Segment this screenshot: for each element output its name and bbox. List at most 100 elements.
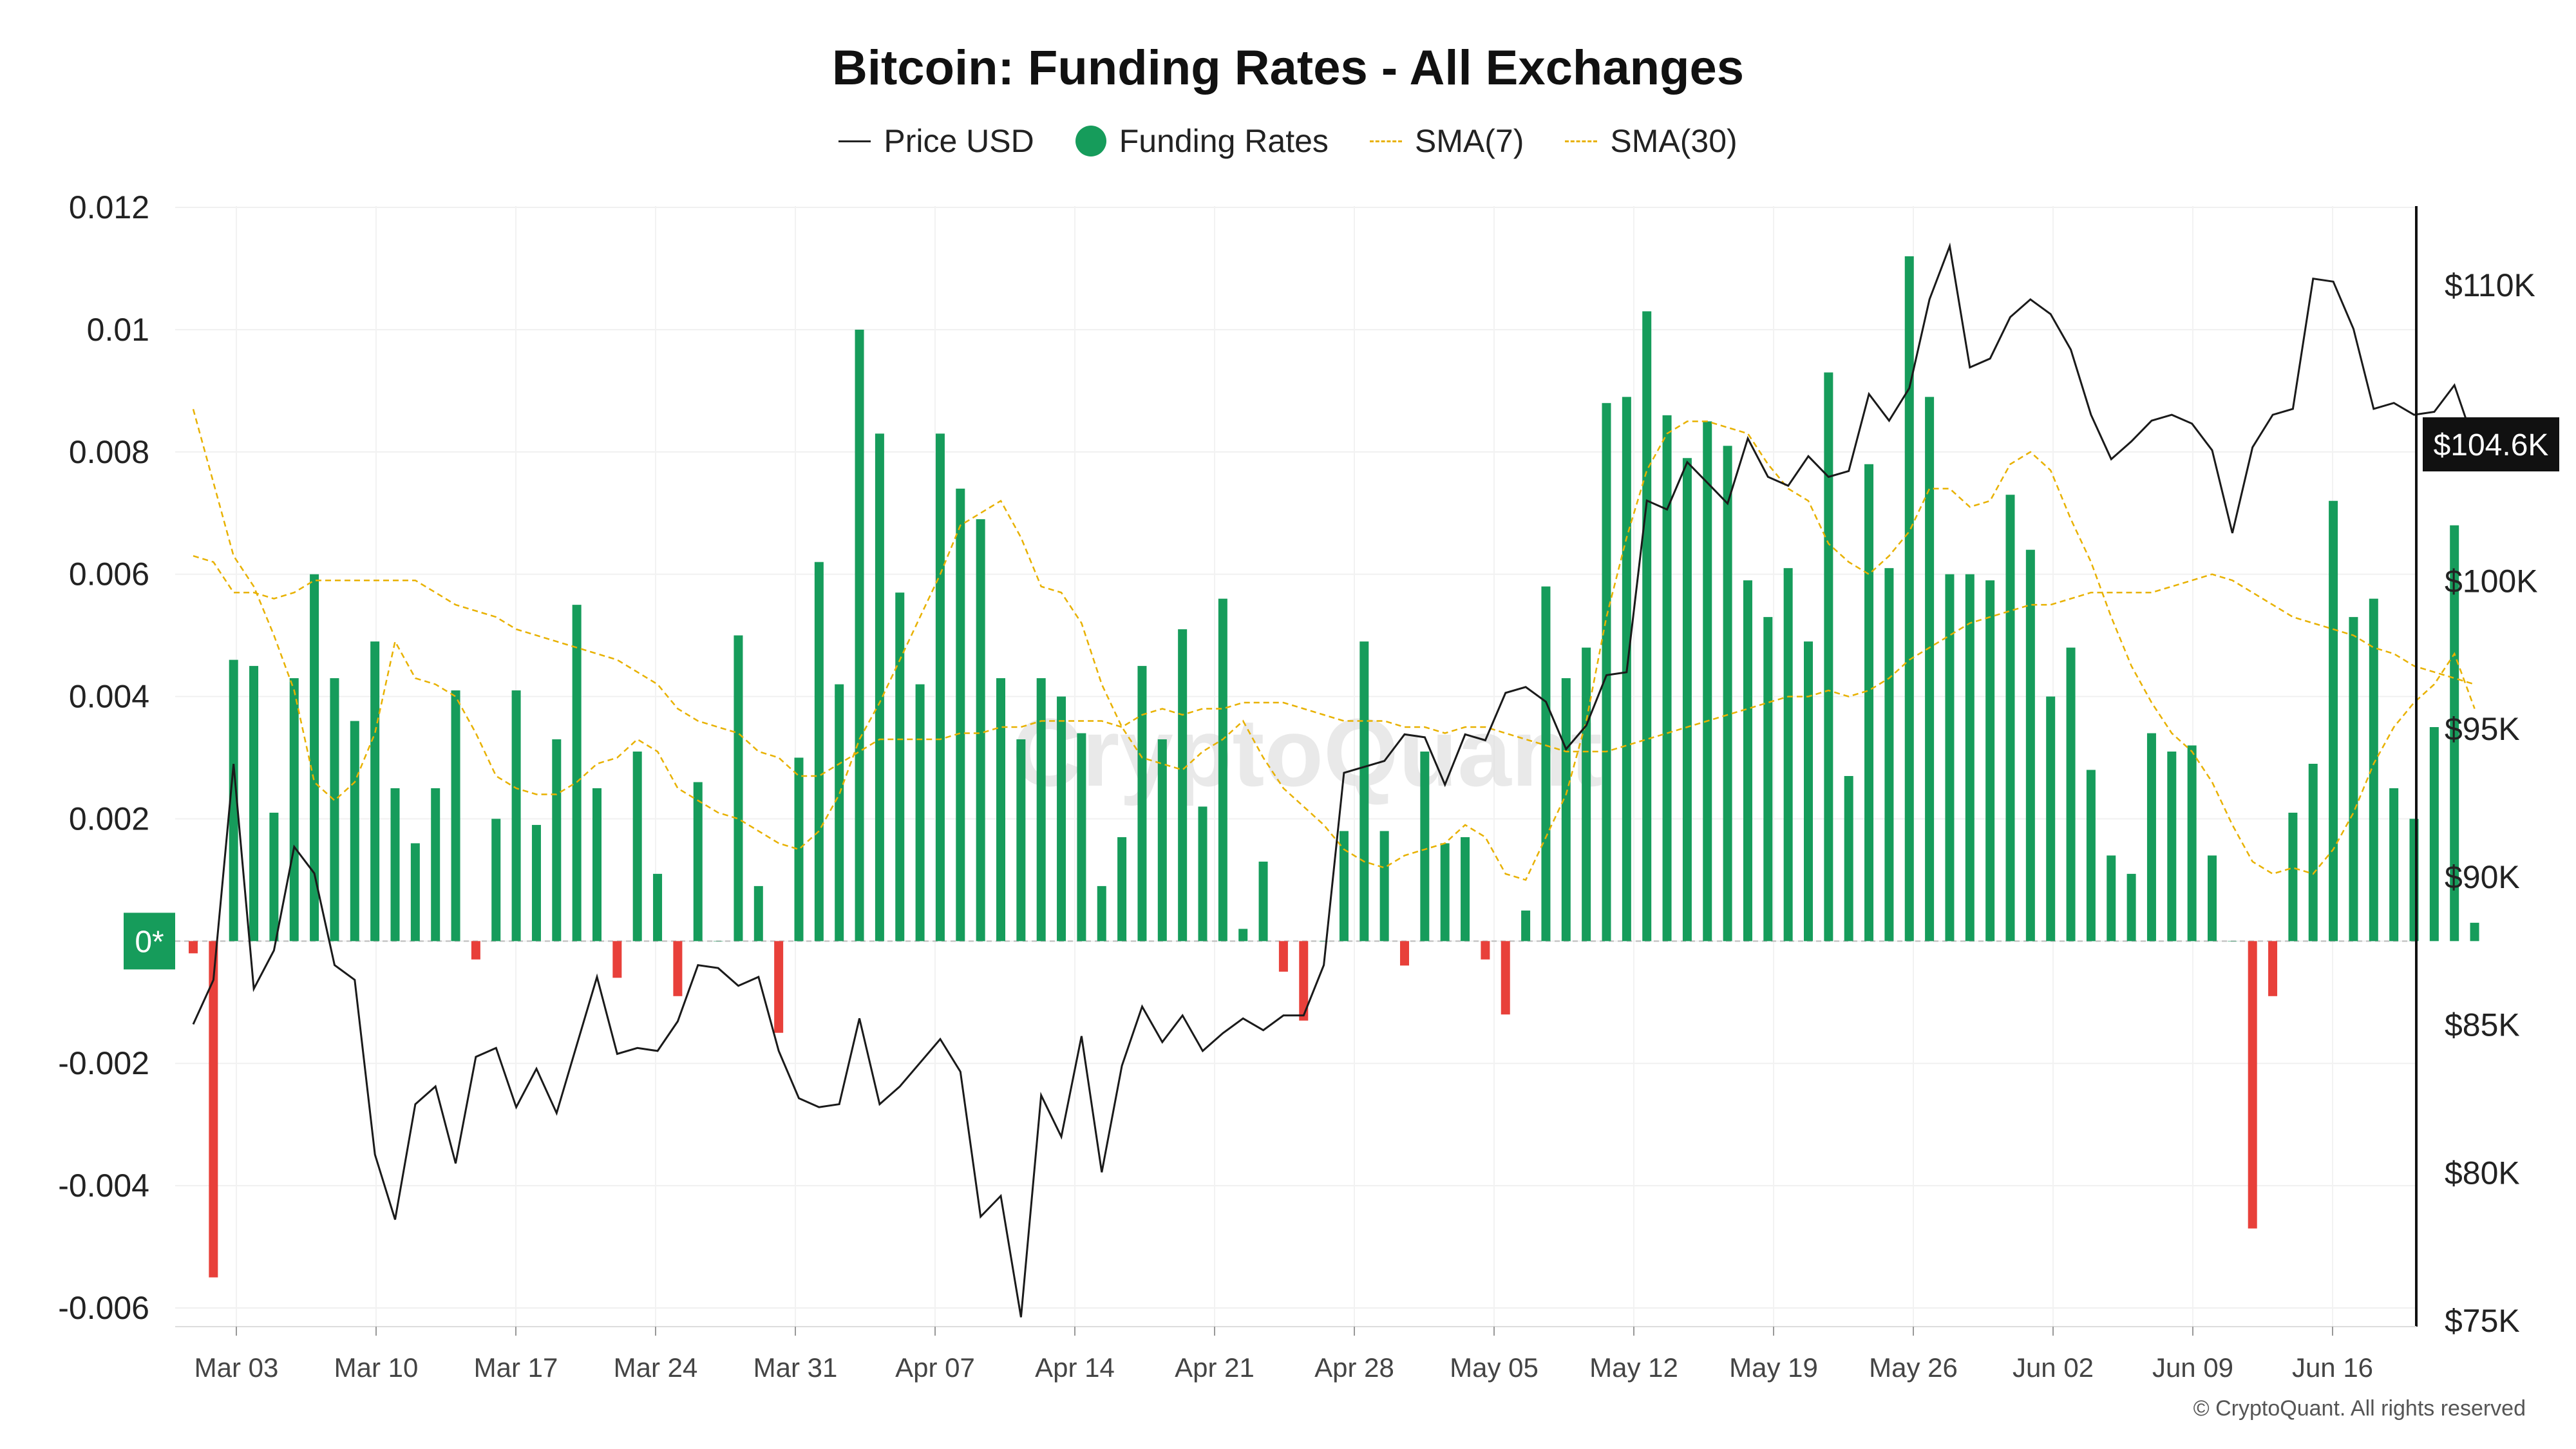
- legend: Price USD Funding Rates SMA(7) SMA(30): [0, 122, 2576, 160]
- y-right-tick-label: $90K: [2445, 859, 2520, 895]
- funding-bar: [1824, 372, 1833, 942]
- funding-bar: [1662, 415, 1672, 942]
- price-line: [192, 242, 2476, 1318]
- funding-bar: [1864, 464, 1874, 942]
- funding-bar: [2046, 696, 2056, 942]
- sma7-line: [192, 408, 2476, 881]
- watermark: CryptoQuant: [1012, 698, 1603, 806]
- funding-bar: [572, 605, 582, 942]
- y-left-tick-label: 0.002: [69, 800, 149, 837]
- funding-bar: [1258, 861, 1268, 942]
- funding-bar: [794, 757, 804, 942]
- legend-item-funding[interactable]: Funding Rates: [1075, 122, 1329, 160]
- x-tick-label: May 05: [1450, 1352, 1539, 1383]
- funding-bar: [835, 684, 844, 942]
- funding-bar: [1097, 886, 1106, 942]
- funding-bar: [1461, 837, 1470, 942]
- funding-bar: [1379, 831, 1389, 942]
- funding-bar: [2389, 788, 2399, 942]
- funding-bar: [1945, 574, 1955, 942]
- x-tick-label: Apr 07: [895, 1352, 975, 1383]
- zero-badge: [124, 913, 175, 970]
- funding-bar: [1582, 647, 1591, 942]
- funding-bar: [632, 752, 642, 942]
- funding-bar: [2086, 770, 2096, 942]
- funding-bar: [1884, 568, 1894, 942]
- funding-bar: [1157, 739, 1167, 942]
- x-tick-label: Jun 16: [2292, 1352, 2373, 1383]
- funding-bar: [753, 886, 763, 942]
- zero-badge-label: 0*: [135, 925, 164, 959]
- funding-bar: [552, 739, 562, 942]
- y-right-tick-label: $85K: [2445, 1007, 2520, 1043]
- funding-bar: [410, 843, 420, 942]
- funding-bar: [1117, 837, 1127, 942]
- funding-bar: [2025, 549, 2035, 942]
- funding-bar: [2268, 941, 2278, 996]
- funding-bar: [189, 941, 198, 954]
- funding-bar: [2167, 752, 2177, 942]
- funding-bar: [370, 641, 380, 942]
- funding-bar: [714, 941, 723, 942]
- x-tick-label: Mar 03: [194, 1352, 279, 1383]
- y-right-tick-label: $110K: [2445, 267, 2535, 303]
- x-tick-label: Mar 24: [614, 1352, 698, 1383]
- funding-bar: [1198, 806, 1208, 942]
- funding-bar: [1904, 256, 1914, 942]
- y-left-tick-label: 0.004: [69, 679, 149, 715]
- funding-bar: [875, 433, 884, 942]
- funding-bar: [774, 941, 784, 1033]
- x-tick-label: Apr 14: [1035, 1352, 1115, 1383]
- funding-bar: [289, 678, 299, 942]
- x-tick-label: May 12: [1589, 1352, 1678, 1383]
- funding-bar: [1218, 598, 1227, 942]
- legend-item-sma7[interactable]: SMA(7): [1369, 122, 1524, 160]
- legend-label-funding: Funding Rates: [1119, 123, 1329, 159]
- funding-bar: [1602, 402, 1611, 942]
- x-tick-label: Jun 09: [2152, 1352, 2233, 1383]
- last-price-label: $104.6K: [2434, 428, 2549, 462]
- funding-bar: [1541, 586, 1551, 942]
- funding-bar: [915, 684, 925, 942]
- funding-bar: [1440, 843, 1450, 942]
- sma30-line: [193, 555, 2475, 777]
- funding-bar: [1299, 941, 1309, 1021]
- funding-bar: [673, 941, 683, 996]
- funding-bar: [249, 666, 259, 942]
- y-right-tick-label: $100K: [2445, 563, 2538, 599]
- funding-dot-swatch: [1075, 126, 1106, 156]
- funding-bar: [2470, 922, 2479, 942]
- y-left-tick-label: 0.008: [69, 434, 149, 470]
- funding-bar: [2066, 647, 2076, 942]
- funding-bar: [1501, 941, 1510, 1015]
- x-tick-label: May 26: [1869, 1352, 1958, 1383]
- y-left-tick-label: -0.006: [58, 1290, 149, 1326]
- funding-bar: [1137, 666, 1147, 942]
- funding-bar: [1036, 678, 1046, 942]
- funding-bar: [209, 941, 218, 1278]
- y-right-tick-label: $95K: [2445, 711, 2520, 747]
- y-left-tick-label: -0.002: [58, 1045, 149, 1081]
- funding-bar: [2228, 941, 2237, 942]
- funding-bar: [1783, 568, 1793, 942]
- legend-item-price[interactable]: Price USD: [838, 122, 1034, 160]
- funding-bar: [1703, 421, 1712, 942]
- funding-bar: [1238, 929, 1248, 942]
- x-tick-label: Mar 10: [334, 1352, 419, 1383]
- y-left-tick-label: -0.004: [58, 1168, 149, 1204]
- legend-item-sma30[interactable]: SMA(30): [1565, 122, 1738, 160]
- funding-bar: [1642, 311, 1652, 942]
- funding-bar: [1420, 752, 1430, 942]
- x-tick-label: Mar 17: [474, 1352, 558, 1383]
- funding-bar: [390, 788, 400, 942]
- funding-bar: [2308, 763, 2318, 942]
- y-left-tick-label: 0.012: [69, 189, 149, 225]
- sma7-dash-swatch: [1369, 140, 1402, 142]
- funding-bar: [976, 519, 985, 942]
- funding-bar: [269, 812, 279, 942]
- funding-bar: [330, 678, 339, 942]
- funding-bar: [511, 690, 521, 942]
- y-right-tick-label: $80K: [2445, 1155, 2520, 1191]
- funding-bar: [592, 788, 601, 942]
- funding-bar: [491, 819, 501, 942]
